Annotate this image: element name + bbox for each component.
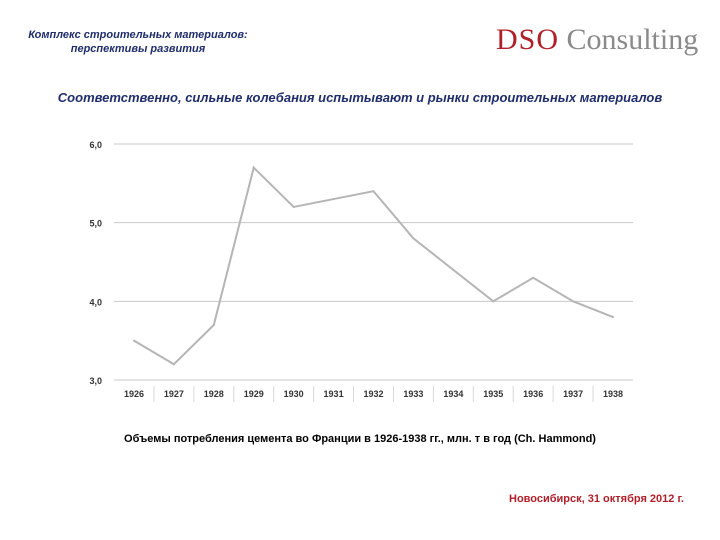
chart-grid (114, 143, 633, 381)
y-tick-label: 4,0 (89, 297, 102, 307)
data-point (172, 363, 175, 366)
data-point (452, 268, 455, 271)
x-tick-label: 1928 (204, 389, 224, 399)
data-point (252, 166, 255, 169)
x-tick-label: 1931 (324, 389, 344, 399)
logo-suffix: Consulting (566, 23, 699, 56)
presentation-subtitle-line2: перспективы развития (70, 43, 206, 55)
data-point (212, 323, 215, 326)
chart-series (132, 165, 615, 366)
x-tick-label: 1932 (363, 389, 383, 399)
data-point (332, 198, 335, 201)
x-tick-label: 1934 (443, 389, 463, 399)
presentation-subtitle: Комплекс строительных материалов: перспе… (18, 28, 258, 56)
data-point (292, 205, 295, 208)
data-point (492, 300, 495, 303)
x-tick-label: 1933 (403, 389, 423, 399)
x-tick-label: 1926 (124, 389, 144, 399)
slide-title: Соответственно, сильные колебания испыты… (57, 90, 663, 105)
series-line (133, 165, 614, 366)
data-point (532, 276, 535, 279)
x-tick-label: 1930 (284, 389, 304, 399)
data-point (612, 316, 615, 319)
x-tick-label: 1937 (563, 389, 583, 399)
chart-x-labels: 1926 1927 1928 1929 1930 1931 1932 1933 1934 1935… (124, 386, 623, 402)
y-tick-label: 3,0 (89, 376, 102, 386)
y-tick-label: 6,0 (89, 140, 102, 150)
chart-y-ticks: 3,0 4,0 5,0 6,0 (89, 140, 102, 386)
data-point (372, 190, 375, 193)
data-point (412, 237, 415, 240)
presentation-subtitle-line1: Комплекс строительных материалов: (28, 29, 248, 41)
x-tick-label: 1936 (523, 389, 543, 399)
y-tick-label: 5,0 (89, 219, 102, 229)
x-tick-label: 1927 (164, 389, 184, 399)
logo-brand: DSO (496, 23, 560, 56)
data-point (132, 339, 135, 342)
footer-date: Новосибирск, 31 октября 2012 г. (509, 493, 684, 505)
x-tick-label: 1935 (483, 389, 503, 399)
company-logo: DSO Consulting (496, 20, 706, 60)
x-tick-label: 1938 (603, 389, 623, 399)
chart-caption: Объемы потребления цемента во Франции в … (124, 433, 596, 445)
x-tick-label: 1929 (244, 389, 264, 399)
data-point (572, 300, 575, 303)
